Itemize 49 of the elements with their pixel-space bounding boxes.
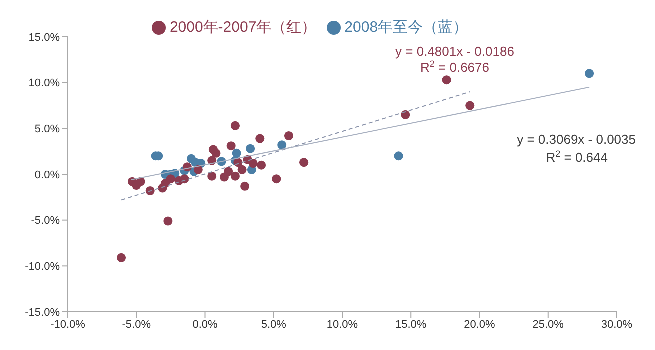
point (232, 148, 242, 158)
point (585, 69, 594, 78)
x-tick-label: -5.0% (122, 318, 152, 331)
y-tick-label: 15.0% (28, 32, 60, 44)
point (442, 76, 452, 85)
annotation: R$^{2}$ = 0.6676 (420, 59, 490, 75)
y-tick-label: 10.0% (28, 78, 60, 90)
point (240, 182, 250, 191)
x-tick-label: 20.0% (464, 318, 496, 331)
y-tick-label: -10.0% (25, 261, 60, 274)
x-tick-label: -10.0% (50, 318, 86, 331)
y-tick-label: -15.0% (25, 306, 60, 319)
point (256, 134, 265, 144)
point (300, 158, 309, 168)
point (166, 174, 176, 184)
x-tick-label: 15.0% (396, 318, 427, 331)
point (224, 167, 234, 176)
legend-label: 2008年至今（蓝） (344, 19, 468, 36)
x-tick-label: 30.0% (601, 318, 633, 331)
point (230, 172, 240, 181)
point (208, 145, 218, 154)
y-tick-label: 0.0% (34, 169, 60, 182)
x-tick-label: 0.0% (192, 318, 218, 331)
annotation: y = 0.3069x - 0.0035 (517, 132, 636, 147)
point (230, 121, 240, 130)
point (226, 142, 236, 151)
point (394, 152, 404, 161)
point (246, 144, 256, 154)
point (117, 253, 126, 262)
point (272, 174, 282, 184)
point (180, 174, 190, 184)
legend-label: 2000年-2007年（红） (170, 19, 317, 36)
point (466, 101, 475, 110)
x-tick-label: 10.0% (326, 318, 358, 331)
annotation: y = 0.4801x - 0.0186 (396, 44, 514, 59)
point (164, 216, 173, 226)
point (278, 140, 287, 150)
y-tick-label: 5.0% (34, 124, 60, 136)
point (194, 165, 203, 174)
point (284, 131, 294, 141)
point (208, 172, 217, 181)
point (146, 186, 155, 196)
x-tick-label: 25.0% (532, 318, 564, 331)
x-tick-label: 5.0% (261, 318, 287, 331)
annotation: R$^{2}$ = 0.644 (546, 149, 608, 165)
point (401, 110, 410, 120)
y-tick-label: -5.0% (31, 215, 60, 228)
point (257, 160, 266, 170)
point (238, 165, 247, 174)
